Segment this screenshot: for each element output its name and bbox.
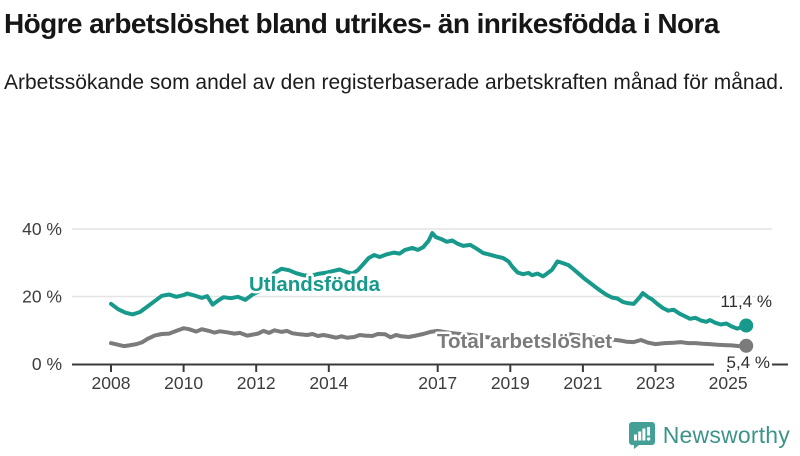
newsworthy-logo: Newsworthy bbox=[628, 422, 790, 449]
series-end-dot-total-arbetsloshet bbox=[739, 338, 754, 353]
y-tick-label: 0 % bbox=[32, 354, 62, 374]
series-line-total-arbetsloshet bbox=[109, 326, 749, 349]
x-tick-label: 2025 bbox=[709, 373, 748, 393]
page-title: Högre arbetslöshet bland utrikes- än inr… bbox=[4, 8, 719, 39]
bar-chart-speech-bubble-icon bbox=[628, 422, 655, 449]
series-end-label-utlandsfodda: 11,4 % bbox=[720, 292, 772, 311]
series-inline-label-utlandsfodda: Utlandsfödda bbox=[249, 273, 381, 296]
x-tick-label: 2010 bbox=[164, 373, 203, 393]
chart-subtitle: Arbetssökande som andel av den registerb… bbox=[4, 70, 784, 94]
x-tick-label: 2012 bbox=[237, 373, 276, 393]
x-tick-label: 2019 bbox=[491, 373, 530, 393]
x-tick-label: 2008 bbox=[92, 373, 131, 393]
x-tick-label: 2023 bbox=[636, 373, 675, 393]
x-tick-label: 2017 bbox=[418, 373, 457, 393]
newsworthy-wordmark: Newsworthy bbox=[662, 422, 790, 448]
x-tick-label: 2021 bbox=[563, 373, 602, 393]
series-inline-label-total-arbetsloshet: Total arbetslöshet bbox=[437, 330, 612, 353]
x-tick-label: 2014 bbox=[309, 373, 348, 393]
infographic: Högre arbetslöshet bland utrikes- än inr… bbox=[0, 6, 800, 456]
y-tick-label: 20 % bbox=[22, 287, 62, 307]
y-tick-label: 40 % bbox=[22, 219, 62, 239]
end-label-backing bbox=[714, 351, 772, 369]
series-line-utlandsfodda bbox=[109, 231, 749, 331]
series-end-label-total-arbetsloshet: 5,4 % bbox=[727, 353, 770, 372]
series-end-dot-utlandsfodda bbox=[739, 318, 754, 333]
